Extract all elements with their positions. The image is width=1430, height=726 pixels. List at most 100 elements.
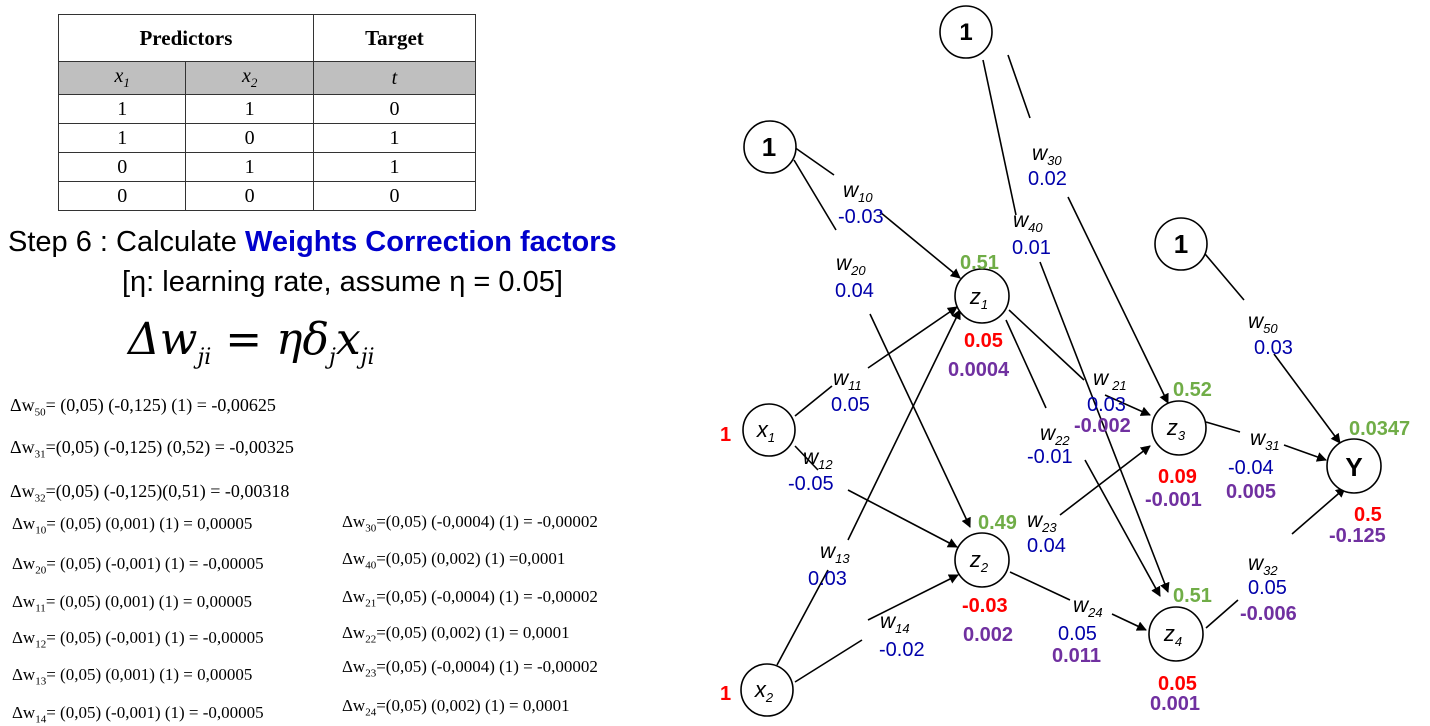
- x2-node: [740, 663, 794, 717]
- w10-value: -0.03: [838, 206, 884, 228]
- w30-arrow: [1067, 196, 1169, 404]
- w11-arrow: [867, 306, 958, 369]
- w32-label: w32: [1248, 552, 1278, 578]
- col-t: t: [312, 61, 477, 95]
- calc-line: Δw40=(0,05) (0,002) (1) =0,0001: [342, 549, 566, 572]
- w22-arrow: [1084, 459, 1161, 597]
- w21-correction: -0.002: [1074, 415, 1131, 437]
- z2-net: -0.03: [962, 595, 1008, 617]
- w14-arrow: [867, 574, 959, 621]
- bias-right-label: 1: [1174, 229, 1188, 259]
- z1-net: 0.05: [964, 330, 1003, 352]
- z3-net: 0.09: [1158, 466, 1197, 488]
- w23-value: 0.04: [1027, 535, 1066, 557]
- bias-left-edge-a: [793, 146, 835, 176]
- z4-label: z4: [1163, 621, 1182, 649]
- w12-arrow: [847, 489, 958, 548]
- x1-label: x1: [756, 417, 775, 445]
- z3-w31-edge: [1205, 421, 1241, 433]
- w13-label: w13: [820, 540, 850, 566]
- z3-label: z3: [1166, 415, 1186, 443]
- z4-w32-edge: [1205, 599, 1239, 629]
- w21-arrow: [1104, 394, 1151, 416]
- calc-line: Δw50= (0,05) (-0,125) (1) = -0,00625: [10, 395, 276, 419]
- z3-delta: -0.001: [1145, 489, 1202, 511]
- z4-delta: 0.001: [1150, 693, 1200, 715]
- z1-output: 0.51: [960, 252, 999, 274]
- w24-label: w24: [1073, 594, 1103, 620]
- x1-w11-edge: [794, 385, 833, 417]
- calc-line: Δw11= (0,05) (0,001) (1) = 0,00005: [12, 592, 252, 615]
- calc-line: Δw13= (0,05) (0,001) (1) = 0,00005: [12, 665, 253, 688]
- calc-line: Δw21=(0,05) (-0,0004) (1) = -0,00002: [342, 587, 598, 610]
- w10-label: w10: [843, 179, 873, 205]
- w23-arrow: [1059, 445, 1151, 516]
- w40-value: 0.01: [1012, 237, 1051, 259]
- w11-value: 0.05: [831, 394, 870, 416]
- w22-value: -0.01: [1027, 446, 1073, 468]
- z2-delta: 0.002: [963, 624, 1013, 646]
- bias-top-edge-a: [1007, 54, 1031, 119]
- w32-correction: -0.006: [1240, 603, 1297, 625]
- w31-label: w31: [1250, 427, 1280, 453]
- w30-value: 0.02: [1028, 168, 1067, 190]
- w20-value: 0.04: [835, 280, 874, 302]
- w13-value: 0.03: [808, 568, 847, 590]
- w21-value: 0.03: [1087, 394, 1126, 416]
- y-node: [1326, 438, 1382, 494]
- w22-label: w22: [1040, 422, 1070, 448]
- bias-left-edge-b: [793, 159, 837, 231]
- x2-label: x2: [754, 677, 774, 705]
- w14-label: w14: [880, 610, 910, 636]
- bias-right-edge: [1199, 247, 1245, 301]
- x2-input-value: 1: [720, 683, 731, 705]
- calc-line: Δw23=(0,05) (-0,0004) (1) = -0,00002: [342, 657, 598, 680]
- calc-line: Δw10= (0,05) (0,001) (1) = 0,00005: [12, 514, 253, 537]
- y-delta: -0.125: [1329, 525, 1386, 547]
- z3-node: [1151, 400, 1207, 456]
- z4-net: 0.05: [1158, 673, 1197, 695]
- bias-node-right: [1154, 217, 1208, 271]
- calc-line: Δw31=(0,05) (-0,125) (0,52) = -0,00325: [10, 437, 294, 461]
- header-predictors: Predictors: [58, 14, 314, 62]
- calc-line: Δw30=(0,05) (-0,0004) (1) = -0,00002: [342, 512, 598, 535]
- bias-top-label: 1: [959, 19, 972, 46]
- w11-label: w11: [833, 367, 862, 393]
- z2-w24-edge: [1009, 571, 1071, 601]
- connections: [776, 54, 1346, 683]
- z4-node: [1148, 606, 1204, 662]
- bias-node-left: [743, 120, 797, 174]
- w31-correction: 0.005: [1226, 481, 1276, 503]
- w13-arrow: [847, 309, 961, 541]
- z2-label: z2: [969, 547, 989, 575]
- w31-value: -0.04: [1228, 457, 1274, 479]
- calc-line: Δw20= (0,05) (-0,001) (1) = -0,00005: [12, 554, 264, 577]
- w14-value: -0.02: [879, 639, 925, 661]
- w24-correction: 0.011: [1052, 645, 1101, 667]
- step-highlight: Weights Correction factors: [244, 226, 617, 258]
- z1-node: [954, 268, 1010, 324]
- w12-value: -0.05: [788, 473, 834, 495]
- calc-line: Δw22=(0,05) (0,002) (1) = 0,0001: [342, 623, 570, 646]
- weight-correction-formula: Δwji = ηδjxji: [128, 314, 375, 370]
- step-heading: Step 6 : Calculate Weights Correction fa…: [8, 226, 617, 258]
- bias-left-label: 1: [762, 132, 776, 162]
- x2-w13-edge: [776, 569, 829, 666]
- w23-label: w23: [1027, 509, 1057, 535]
- w30-label: w30: [1032, 142, 1062, 168]
- w50-label: w50: [1248, 310, 1278, 336]
- z2-node: [954, 532, 1010, 588]
- calc-line: Δw32=(0,05) (-0,125)(0,51) = -0,00318: [10, 481, 290, 505]
- bias-node-top: [939, 5, 993, 59]
- z3-output: 0.52: [1173, 379, 1212, 401]
- w10-arrow: [879, 211, 961, 279]
- w20-arrow: [869, 313, 971, 528]
- col-x1: x1: [57, 61, 187, 95]
- bias-top-edge-b: [982, 59, 1017, 216]
- x1-node: [742, 403, 796, 457]
- w50-value: 0.03: [1254, 337, 1293, 359]
- x2-w14-edge: [794, 639, 863, 683]
